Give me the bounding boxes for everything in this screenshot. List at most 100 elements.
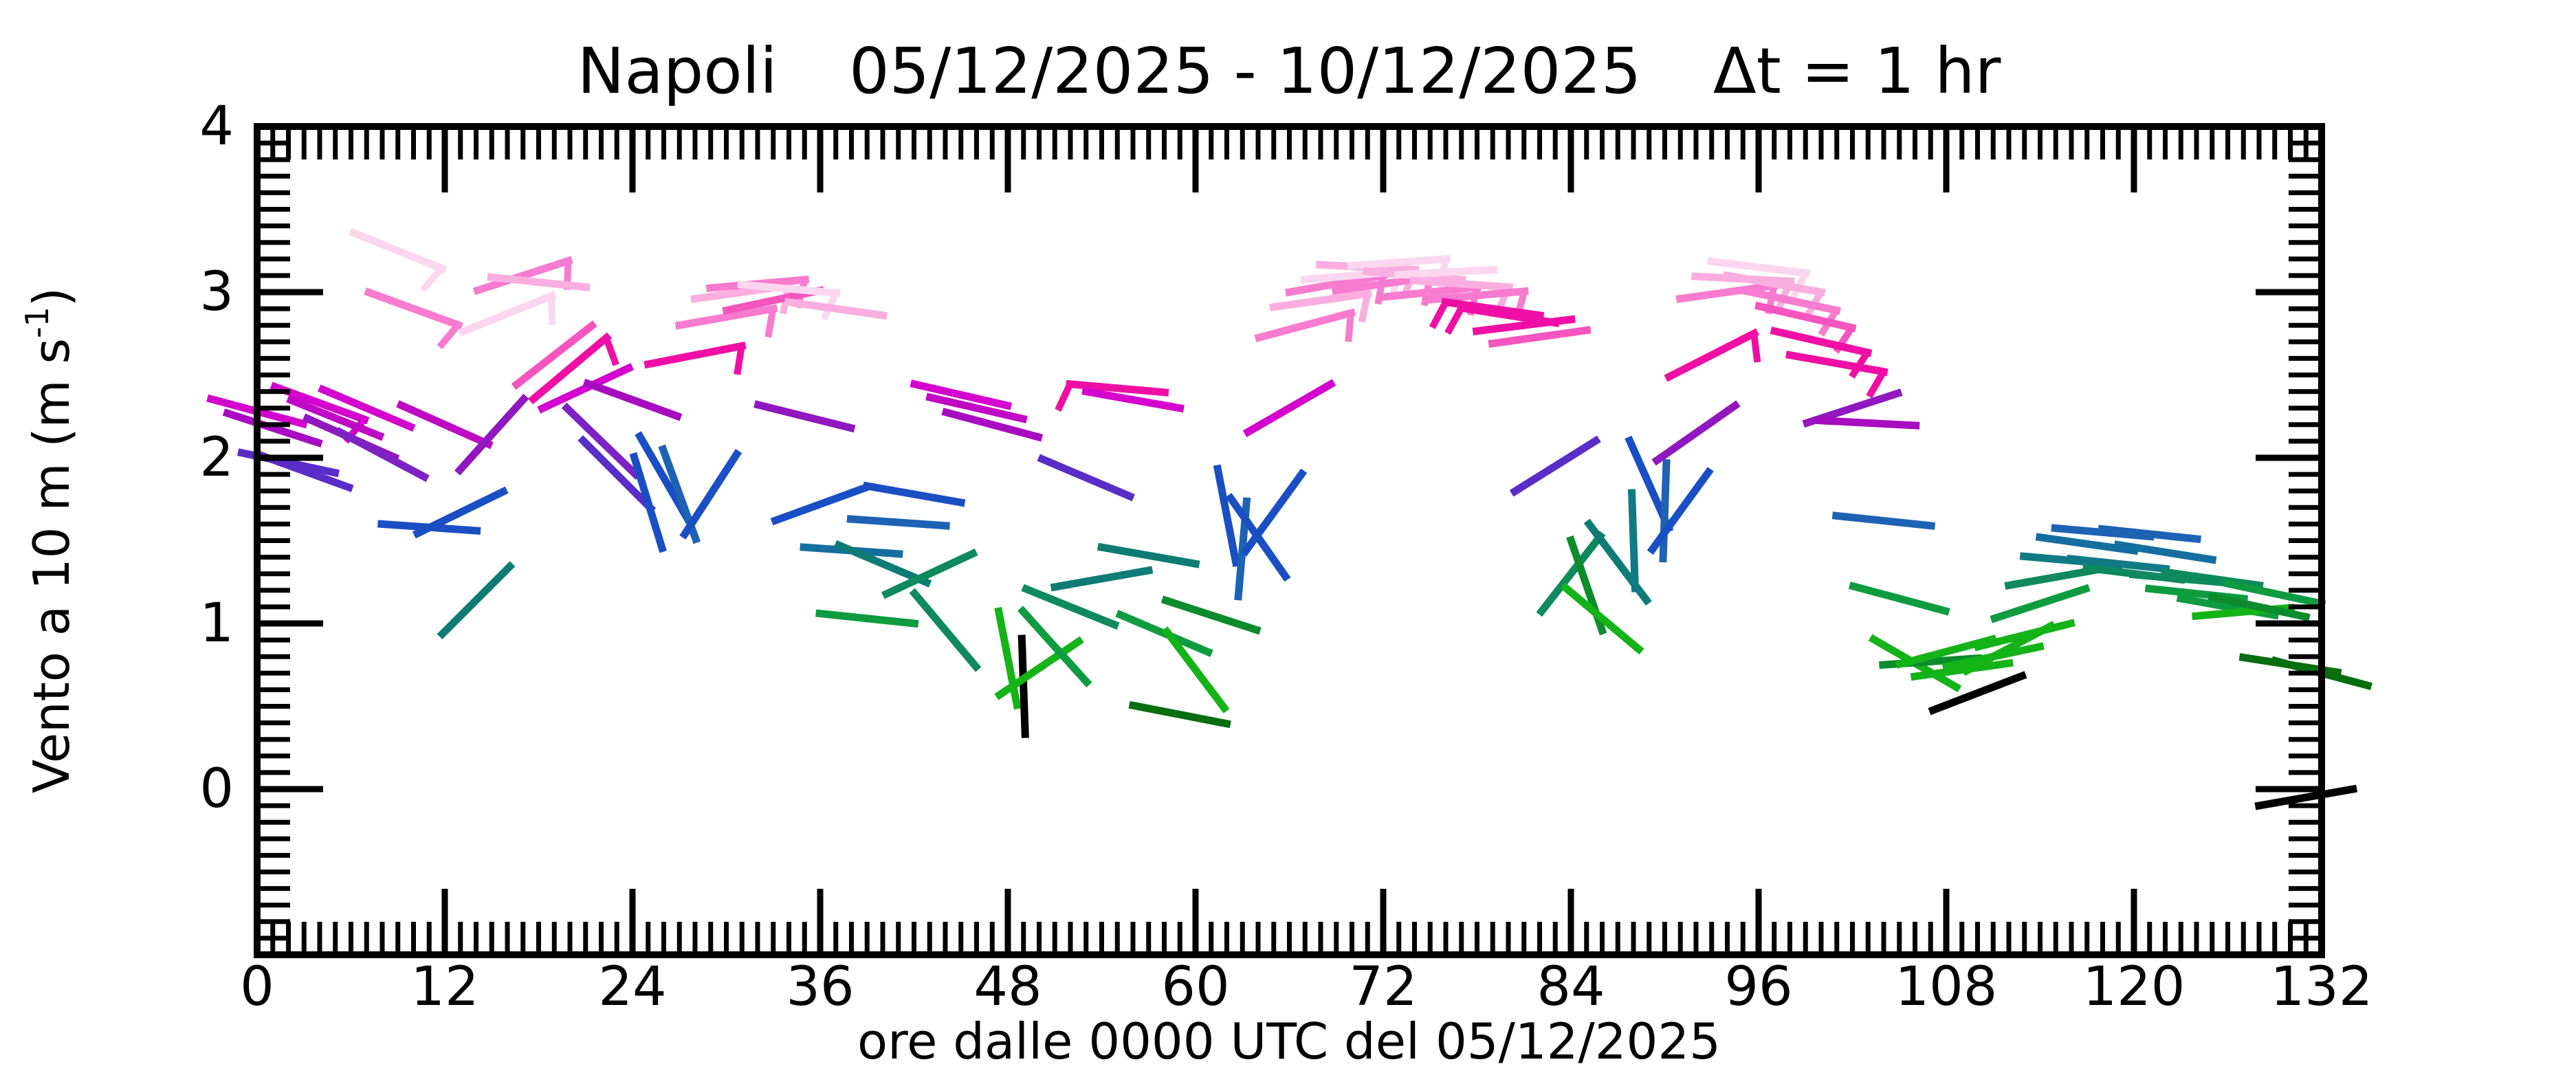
wind-stick — [753, 400, 856, 433]
wind-stick-barb — [1429, 300, 1449, 329]
wind-stick — [881, 549, 978, 599]
wind-stick-barb — [419, 266, 445, 293]
wind-stick — [784, 298, 888, 320]
wind-stick — [412, 486, 509, 539]
wind-stick — [1268, 289, 1373, 311]
wind-stick — [286, 395, 385, 441]
wind-stick — [472, 256, 573, 296]
x-tick-label: 96 — [1724, 956, 1792, 1018]
wind-stick — [528, 332, 612, 405]
wind-stick — [537, 363, 635, 414]
wind-stick — [679, 449, 742, 540]
x-axis-label: ore dalle 0000 UTC del 05/12/2025 — [857, 1013, 1721, 1070]
wind-stick — [1536, 531, 1606, 617]
wind-stick — [364, 287, 463, 330]
wind-stick — [2254, 784, 2358, 810]
wind-stick — [1816, 416, 1920, 430]
wind-stick — [925, 392, 1028, 423]
wind-stick — [1394, 265, 1498, 279]
plot-frame-layer — [254, 123, 2325, 958]
wind-stick — [1831, 511, 1936, 530]
wind-stick — [1770, 327, 1873, 357]
wind-stick — [335, 427, 430, 483]
wind-stick — [454, 393, 529, 476]
wind-stick — [1213, 464, 1241, 568]
wind-stick — [1627, 489, 1640, 593]
wind-stick — [1017, 606, 1092, 688]
wind-stick — [1066, 379, 1169, 397]
wind-stick-barb — [764, 308, 777, 338]
wind-stick — [2098, 524, 2201, 544]
wind-stick — [1037, 454, 1135, 502]
x-tick-label: 60 — [1161, 956, 1229, 1018]
wind-stick — [1675, 281, 1779, 303]
y-axis-label-superscript: -1 — [19, 307, 56, 338]
wind-stick — [437, 561, 516, 640]
wind-stick — [1409, 276, 1513, 291]
wind-stick — [994, 606, 1022, 710]
y-tick-label: 2 — [199, 427, 234, 489]
wind-stick-barb — [1055, 382, 1074, 412]
wind-stick — [1706, 257, 1811, 278]
wind-stick — [1378, 283, 1482, 302]
wind-stick — [1240, 468, 1308, 557]
wind-stick — [737, 280, 841, 298]
wind-stick-barb — [1444, 306, 1465, 335]
wind-stick-barb — [603, 336, 619, 366]
wind-stick — [582, 378, 683, 421]
y-axis-label-base: Vento a 10 m (m s — [23, 338, 80, 793]
wind-stick — [458, 291, 557, 337]
wind-stick — [629, 452, 667, 553]
wind-stick-barb — [437, 322, 461, 350]
wind-stick — [222, 408, 323, 448]
wind-stick — [846, 515, 950, 530]
wind-stick-barb — [1750, 333, 1761, 363]
x-tick-label: 24 — [598, 956, 666, 1018]
wind-stick — [1161, 626, 1230, 714]
x-tick-label: 108 — [1895, 956, 1998, 1018]
y-axis-label: Vento a 10 m (m s-1) — [19, 287, 80, 793]
wind-stick — [349, 228, 448, 274]
wind-stick — [1160, 595, 1262, 635]
wind-stick — [1560, 582, 1644, 655]
x-tick-label: 72 — [1349, 956, 1417, 1018]
wind-stick-barb — [1866, 370, 1887, 399]
y-tick-label: 4 — [199, 96, 234, 157]
wind-stick — [1242, 379, 1336, 437]
wind-stick — [1128, 700, 1231, 729]
plot-frame — [254, 123, 2325, 958]
wind-stick — [396, 400, 494, 450]
y-tick-label: 1 — [199, 593, 234, 654]
wind-stick — [1583, 518, 1652, 606]
wind-stick — [643, 341, 747, 369]
wind-stick — [2067, 554, 2170, 573]
wind-stick — [941, 408, 1044, 442]
tick-labels-layer: 0 12 24 36 48 60 72 84 96 108 120 132 4 3 2 1 0 — [199, 96, 2373, 1018]
wind-stick — [1722, 271, 1826, 297]
wind-stick — [910, 379, 1013, 410]
wind-stick — [1254, 308, 1356, 342]
wind-stick — [1284, 271, 1388, 297]
wind-stick — [1848, 582, 1950, 616]
wind-stick — [1472, 315, 1576, 335]
wind-stick — [2113, 540, 2217, 564]
wind-stick — [1488, 326, 1592, 348]
wind-stick — [1347, 254, 1451, 270]
chart-title: Napoli 05/12/2025 - 10/12/2025 Δt = 1 hr — [577, 34, 2001, 108]
wind-stick — [2160, 568, 2264, 590]
wind-stick — [2223, 579, 2326, 608]
x-tick-label: 48 — [973, 956, 1042, 1018]
wind-stick — [561, 402, 641, 480]
wind-stick — [1017, 634, 1029, 738]
wind-stick — [1647, 467, 1714, 555]
wind-stick — [487, 273, 591, 291]
x-tick-label: 84 — [1537, 956, 1605, 1018]
wind-stick — [1928, 671, 2027, 716]
y-tick-label: 3 — [199, 261, 234, 323]
wind-stick — [1754, 301, 1857, 333]
wind-sticks-layer — [206, 228, 2373, 810]
wind-stick — [994, 636, 1084, 700]
wind-stick-barb — [547, 296, 556, 325]
